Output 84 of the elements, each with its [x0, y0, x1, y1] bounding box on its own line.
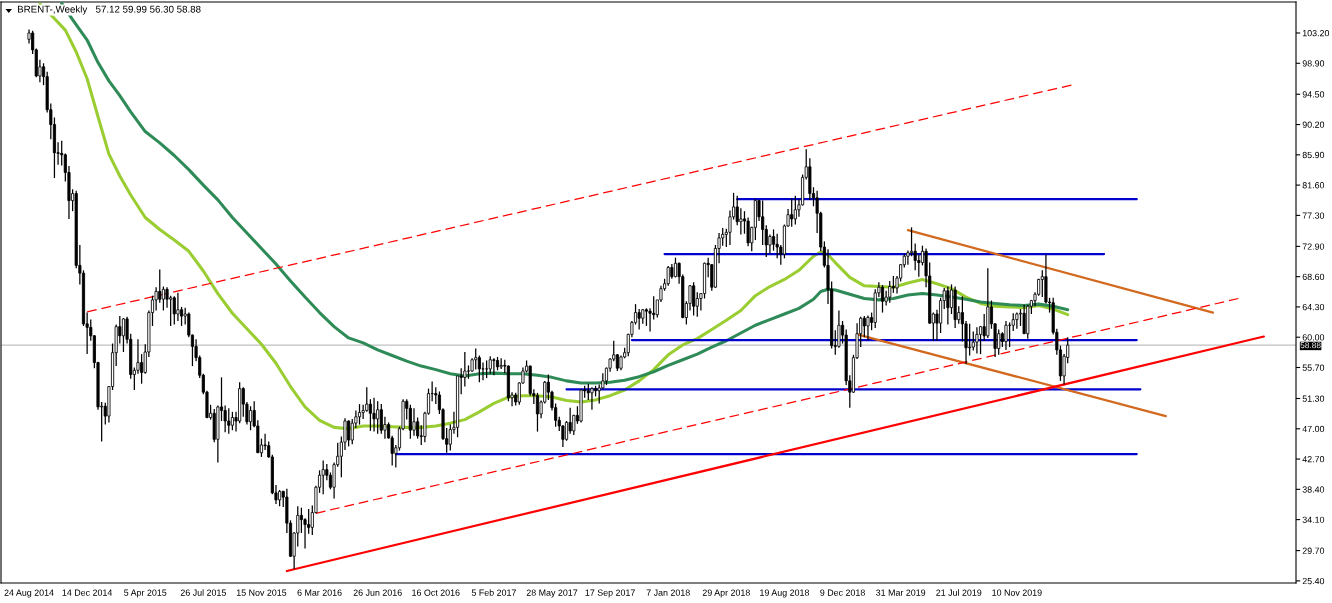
y-tick-label: 72.90 — [1302, 243, 1325, 250]
x-tick-label: 31 Mar 2019 — [876, 589, 926, 596]
y-tick-label: 94.50 — [1302, 91, 1325, 98]
y-tick-label: 77.30 — [1302, 212, 1325, 219]
y-tick-label: 81.60 — [1302, 182, 1325, 189]
y-tick-label: 103.20 — [1302, 30, 1330, 37]
x-tick-label: 10 Nov 2019 — [992, 589, 1042, 596]
candlestick — [880, 284, 885, 314]
y-tick-label: 47.00 — [1302, 425, 1325, 433]
candlestick — [477, 354, 481, 383]
candlestick — [357, 403, 362, 426]
x-tick-label: 19 Aug 2018 — [760, 589, 810, 598]
candlestick — [862, 315, 866, 338]
candlestick — [597, 383, 601, 405]
candlestick — [1022, 304, 1026, 335]
candlestick — [408, 404, 412, 440]
y-tick-label: 85.90 — [1302, 151, 1325, 159]
candlestick — [172, 295, 176, 326]
y-tick-label: 38.40 — [1302, 486, 1325, 493]
y-tick-label: 60.00 — [1302, 334, 1325, 341]
candlestick — [1015, 311, 1019, 330]
candlestick — [975, 326, 979, 355]
candlestick — [978, 325, 983, 355]
candlestick — [768, 233, 772, 255]
x-tick-label: 5 Apr 2015 — [124, 589, 167, 598]
x-tick-label: 17 Sep 2017 — [585, 589, 635, 598]
y-tick-label: 55.70 — [1302, 364, 1325, 371]
y-tick-label: 98.90 — [1302, 60, 1325, 67]
candlestick — [761, 199, 765, 246]
chart-title: BRENT-,Weekly — [17, 5, 88, 15]
x-tick-label: 28 May 2017 — [526, 589, 578, 598]
candlestick — [692, 281, 696, 317]
candlestick — [161, 285, 165, 312]
candlestick — [158, 268, 162, 304]
candlestick — [739, 207, 743, 236]
candlestick — [564, 420, 569, 442]
candlestick — [666, 265, 670, 287]
y-tick-label: 90.20 — [1302, 121, 1325, 128]
x-tick-label: 9 Dec 2018 — [820, 589, 865, 596]
chart-subtitle: 57.12 59.99 56.30 58.88 — [95, 5, 201, 13]
x-tick-label: 16 Oct 2016 — [412, 589, 460, 596]
y-tick-label: 25.40 — [1302, 577, 1325, 585]
candlestick — [474, 347, 478, 371]
x-tick-label: 29 Apr 2018 — [702, 589, 750, 598]
x-tick-label: 5 Feb 2017 — [471, 589, 516, 596]
x-tick-label: 26 Jun 2016 — [353, 589, 402, 596]
candlestick — [866, 314, 870, 341]
x-tick-label: 26 Jul 2015 — [180, 589, 226, 596]
candlestick — [790, 197, 794, 228]
y-tick-label: 64.30 — [1302, 303, 1325, 311]
candlestick — [1004, 320, 1008, 351]
candlestick — [492, 357, 496, 376]
y-tick-label: 51.30 — [1302, 395, 1325, 402]
x-tick-label: 6 Mar 2016 — [297, 589, 342, 596]
x-tick-label: 24 Aug 2014 — [4, 589, 54, 598]
candlestick — [176, 292, 180, 322]
x-tick-label: 7 Jan 2018 — [646, 589, 690, 596]
candlestick — [637, 308, 641, 331]
x-tick-label: 14 Dec 2014 — [62, 589, 113, 596]
candlestick — [376, 400, 380, 435]
candlestick — [347, 419, 351, 448]
candlestick — [590, 386, 594, 411]
y-tick-label: 68.60 — [1302, 273, 1325, 280]
candlestick — [946, 285, 950, 326]
candlestick — [368, 398, 372, 432]
y-tick-label: 42.70 — [1302, 456, 1325, 463]
candlestick — [412, 407, 416, 437]
x-tick-label: 15 Nov 2015 — [236, 589, 287, 596]
ref-line-label: 58.88 — [1300, 342, 1321, 349]
candlestick — [888, 280, 892, 304]
y-tick-label: 34.10 — [1302, 516, 1325, 523]
x-tick-label: 21 Jul 2019 — [936, 589, 982, 596]
y-tick-label: 29.70 — [1302, 547, 1325, 554]
candlestick — [372, 397, 376, 433]
candlestick — [379, 403, 383, 435]
candlestick — [227, 407, 231, 435]
candlestick — [481, 361, 485, 381]
candlestick — [793, 195, 797, 226]
candlestick — [230, 411, 234, 431]
candlestick — [121, 317, 126, 353]
candlestick — [968, 323, 972, 357]
candlestick — [249, 405, 253, 431]
candlestick — [321, 459, 325, 495]
candlestick — [771, 228, 776, 252]
